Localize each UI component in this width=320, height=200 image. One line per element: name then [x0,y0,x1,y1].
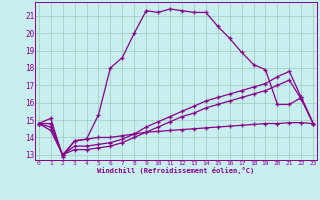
X-axis label: Windchill (Refroidissement éolien,°C): Windchill (Refroidissement éolien,°C) [97,167,255,174]
